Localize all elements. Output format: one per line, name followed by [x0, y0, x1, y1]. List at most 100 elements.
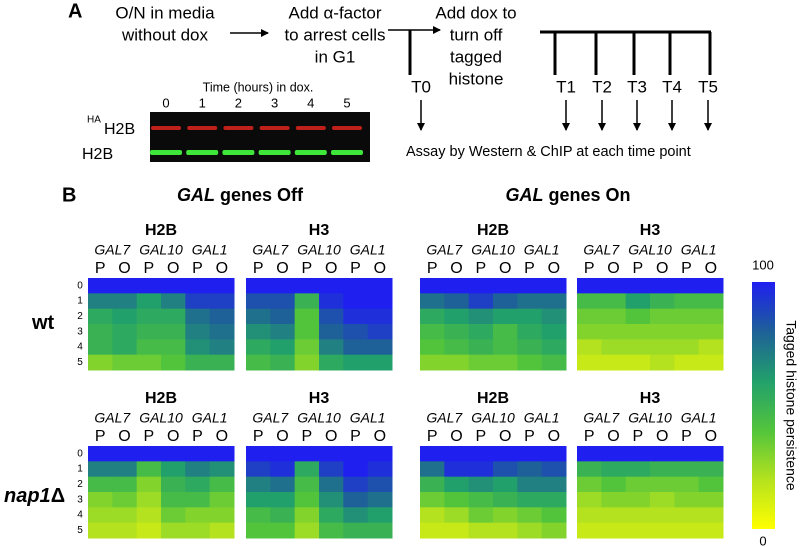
heatmap-cell: [650, 354, 675, 371]
heatmap-cell: [367, 507, 393, 524]
condition-gene: GAL: [505, 185, 543, 205]
heatmap-cell: [88, 461, 113, 478]
heatmap-cell: [517, 354, 543, 371]
red-band: [259, 126, 290, 130]
heatmap-cell: [577, 293, 602, 310]
lane-label: 0: [162, 95, 169, 110]
heatmap-cell: [136, 522, 162, 539]
heatmap-cell: [444, 308, 470, 325]
gene-label: GAL10: [139, 242, 183, 258]
time-label: 0: [77, 448, 83, 459]
heatmap-cell: [209, 507, 235, 524]
heatmap-cell: [367, 339, 393, 356]
heatmap-cell: [88, 278, 113, 294]
heatmap-cell: [541, 293, 567, 310]
strain-suffix: Δ: [51, 485, 65, 507]
heatmap-cell: [319, 492, 344, 508]
heatmap-title: H2B: [145, 222, 177, 239]
heatmap-cell: [136, 507, 162, 524]
heatmap-cell: [468, 339, 494, 356]
heatmap-cell: [270, 293, 296, 310]
heatmap-cell: [161, 293, 186, 310]
heatmap-cell: [270, 446, 296, 462]
heatmap-cell: [493, 354, 518, 371]
heatmap-cell: [161, 446, 186, 462]
time-label: 4: [77, 510, 83, 521]
heatmap-cell: [541, 492, 567, 508]
heatmap-cell: [674, 522, 700, 539]
step-text: without dox: [121, 25, 208, 44]
heatmap-cell: [136, 354, 162, 371]
gene-label: GAL10: [139, 410, 183, 426]
gene-label: GAL1: [192, 242, 228, 258]
heatmap-cell: [493, 461, 518, 478]
heatmap-cell: [112, 308, 138, 325]
heatmap-cell: [420, 278, 445, 294]
heatmap-cell: [294, 507, 320, 524]
heatmap-cell: [650, 278, 675, 294]
heatmap-cell: [246, 354, 271, 371]
heatmap-cell: [468, 476, 494, 493]
region-label: P: [143, 260, 154, 277]
heatmap-cell: [468, 492, 494, 508]
region-label: O: [167, 428, 179, 445]
heatmap-cell: [625, 339, 651, 356]
heatmap-cell: [209, 354, 235, 371]
heatmap-cell: [601, 308, 627, 325]
region-label: O: [450, 260, 462, 277]
region-label: O: [499, 428, 511, 445]
heatmap-cell: [367, 293, 393, 310]
green-band: [258, 150, 291, 155]
heatmap-cell: [517, 476, 543, 493]
heatmap-cell: [185, 293, 211, 310]
heatmap-cell: [161, 522, 186, 539]
heatmap-cell: [88, 324, 113, 340]
heatmap-cell: [493, 507, 518, 524]
heatmap-cell: [625, 507, 651, 524]
time-label: 3: [77, 494, 83, 505]
gene-label: GAL1: [192, 410, 228, 426]
heatmap-cell: [650, 308, 675, 325]
heatmap-cell: [209, 293, 235, 310]
heatmap-cell: [112, 507, 138, 524]
step-text: Add dox to: [435, 3, 516, 22]
heatmap-cell: [185, 507, 211, 524]
heatmap-cell: [112, 476, 138, 493]
heatmap-cell: [136, 461, 162, 478]
time-label: 1: [77, 464, 83, 475]
region-label: O: [276, 260, 288, 277]
heatmap-cell: [517, 324, 543, 340]
heatmap-cell: [625, 492, 651, 508]
heatmap-cell: [468, 354, 494, 371]
region-label: P: [427, 428, 438, 445]
heatmap-cell: [650, 339, 675, 356]
blot-row-label: H2B: [104, 121, 135, 138]
heatmap-cell: [698, 278, 724, 294]
heatmap-cell: [698, 476, 724, 493]
gene-label: GAL10: [471, 242, 515, 258]
heatmap-cell: [136, 308, 162, 325]
gene-label: GAL1: [350, 242, 386, 258]
heatmap-cell: [88, 507, 113, 524]
region-label: P: [301, 260, 312, 277]
step-text: histone: [449, 69, 504, 88]
heatmap-cell: [112, 522, 138, 539]
heatmap-cell: [625, 278, 651, 294]
heatmap-cell: [577, 354, 602, 371]
heatmap-cell: [112, 354, 138, 371]
heatmap-cell: [541, 507, 567, 524]
heatmap-cell: [185, 476, 211, 493]
heatmap-title: H2B: [477, 222, 509, 239]
heatmap-cell: [601, 461, 627, 478]
heatmap-cell: [517, 293, 543, 310]
gene-label: GAL7: [426, 242, 463, 258]
heatmap-cell: [650, 446, 675, 462]
region-label: P: [524, 260, 535, 277]
heatmap-cell: [698, 293, 724, 310]
heatmap-cell: [294, 293, 320, 310]
green-band: [331, 150, 363, 155]
green-band: [150, 150, 182, 155]
time-point: T2: [592, 77, 612, 96]
heatmap-cell: [468, 507, 494, 524]
